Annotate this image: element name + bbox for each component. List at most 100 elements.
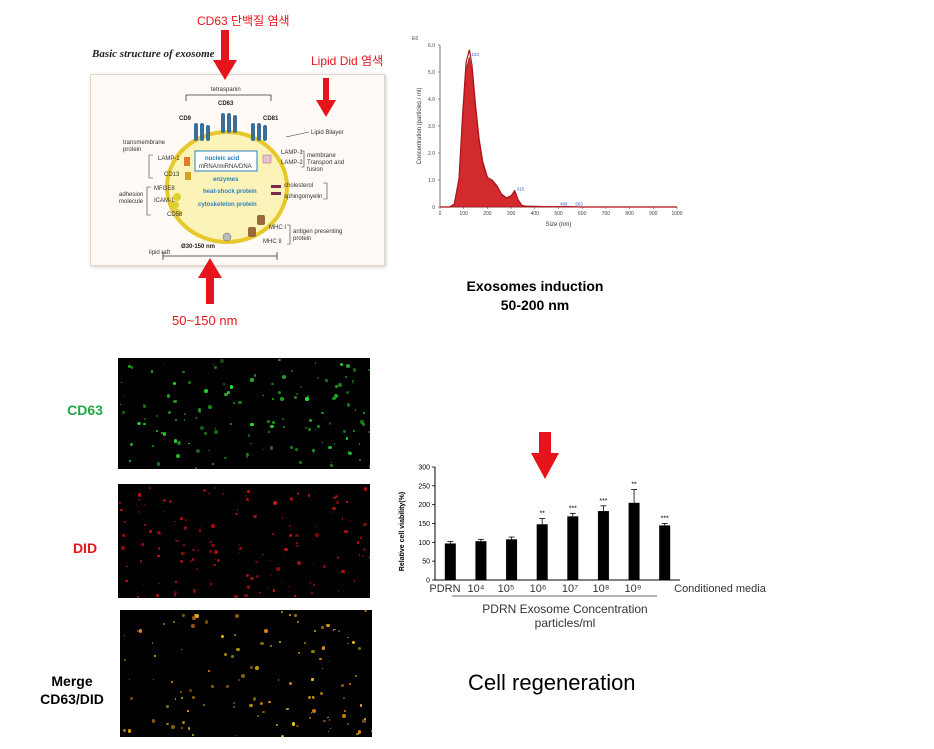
fluorescence-spot — [121, 534, 126, 538]
fluorescence-spot — [203, 489, 206, 492]
bar-category-label: PDRN — [429, 583, 460, 595]
nta-peak-label: 498 — [560, 201, 568, 206]
fluorescence-spot — [361, 422, 365, 426]
fluorescence-spot — [246, 489, 251, 494]
fluorescence-spot — [316, 424, 320, 429]
fluorescence-spot — [130, 366, 134, 369]
fluorescence-spot — [308, 418, 313, 422]
nta-y-label: Concentration (particles / ml) — [417, 88, 423, 165]
label-lamp2-right: LAMP-2 — [281, 160, 303, 166]
fluorescence-spot — [253, 514, 257, 519]
fluorescence-spot — [285, 707, 289, 711]
fluorescence-spot — [192, 588, 197, 593]
fluorescence-spot — [129, 696, 133, 701]
micrograph-merge — [120, 610, 372, 737]
fluorescence-spot — [126, 565, 128, 568]
fluorescence-spot — [290, 445, 294, 450]
fluorescence-spot — [155, 414, 158, 417]
fluorescence-spot — [139, 560, 143, 563]
fluorescence-spot — [225, 684, 229, 689]
fluorescence-spot — [345, 391, 349, 394]
bar-plot: ************* — [444, 482, 671, 580]
fluorescence-spot — [332, 396, 336, 401]
fluorescence-spot — [174, 591, 177, 594]
label-rna: mRNA/miRNA/DNA — [199, 164, 252, 170]
fluorescence-spot — [192, 733, 195, 737]
fluorescence-spot — [230, 422, 233, 426]
fluorescence-spot — [139, 629, 143, 633]
bar-significance: *** — [569, 505, 577, 512]
fluorescence-spot — [270, 560, 272, 562]
fluorescence-spot — [296, 492, 300, 495]
fluorescence-spot — [176, 539, 179, 543]
fluorescence-spot — [267, 430, 271, 434]
fluorescence-spot — [157, 546, 161, 550]
fluorescence-spot — [308, 427, 311, 431]
fluorescence-spot — [254, 560, 258, 564]
fluorescence-spot — [368, 464, 370, 469]
fluorescence-spot — [162, 498, 166, 502]
fluorescence-spot — [262, 553, 264, 555]
fluorescence-spot — [353, 580, 356, 582]
fluorescence-spot — [253, 374, 256, 377]
size-arrow-head — [198, 258, 222, 278]
fluorescence-spot — [234, 503, 236, 505]
fluorescence-spot — [123, 659, 126, 662]
fluorescence-spot — [152, 679, 154, 681]
lipid-arrow-head — [316, 100, 336, 117]
fluorescence-spot — [313, 584, 316, 586]
fluorescence-spot — [195, 466, 198, 469]
fluorescence-spot — [151, 718, 156, 723]
fluorescence-spot — [200, 525, 203, 528]
fluorescence-spot — [311, 592, 313, 595]
fluorescence-spot — [323, 564, 327, 568]
fluorescence-spot — [173, 382, 176, 385]
label-antigen: antigen presenting — [293, 229, 342, 235]
fluorescence-spot — [232, 701, 235, 704]
fluorescence-spot — [141, 542, 144, 546]
fluorescence-spot — [135, 503, 137, 506]
fluorescence-spot — [182, 544, 186, 547]
fluorescence-spot — [349, 452, 351, 454]
fluorescence-spot — [259, 702, 263, 706]
fluorescence-spot — [296, 561, 301, 565]
fluorescence-spot — [227, 391, 230, 394]
fluorescence-spot — [156, 554, 160, 558]
fluorescence-spot — [187, 727, 190, 730]
fluorescence-spot — [236, 647, 240, 652]
bar-significance: *** — [661, 516, 669, 523]
fluorescence-spot — [174, 520, 176, 523]
fluorescence-spot — [182, 551, 185, 555]
fluorescence-spot — [268, 586, 270, 588]
fluorescence-spot — [277, 678, 280, 681]
fluorescence-spot — [120, 545, 125, 550]
fluorescence-spot — [188, 442, 190, 444]
fluorescence-spot — [151, 642, 154, 645]
label-membrane-2: Transport and — [307, 160, 344, 166]
fluorescence-spot — [123, 634, 126, 637]
fluorescence-spot — [162, 431, 167, 436]
fluorescence-spot — [321, 626, 325, 630]
fluorescence-spot — [174, 594, 176, 596]
label-tetraspanin: tetraspanin — [211, 87, 241, 93]
fluorescence-spot — [157, 530, 161, 535]
bar-y-tick-label: 300 — [418, 465, 430, 472]
fluorescence-spot — [156, 462, 161, 466]
fluorescence-spot — [337, 569, 339, 571]
fluorescence-spot — [197, 549, 200, 552]
fluorescence-spot — [334, 385, 338, 389]
fluorescence-spot — [321, 668, 324, 670]
fluorescence-spot — [119, 404, 121, 406]
fluorescence-spot — [241, 674, 246, 679]
fluorescence-spot — [144, 524, 147, 527]
fluorescence-spot — [320, 692, 324, 696]
fluorescence-spot — [250, 576, 254, 581]
fluorescence-spot — [294, 595, 297, 598]
bar-y-tick-label: 250 — [418, 483, 430, 490]
fluorescence-spot — [359, 459, 362, 462]
bar-significance: *** — [599, 498, 607, 505]
bar-category-label: 10⁹ — [625, 583, 642, 595]
fluorescence-spot — [246, 497, 250, 501]
fluorescence-spot — [291, 722, 296, 726]
cd63-arrow-head — [213, 60, 237, 80]
